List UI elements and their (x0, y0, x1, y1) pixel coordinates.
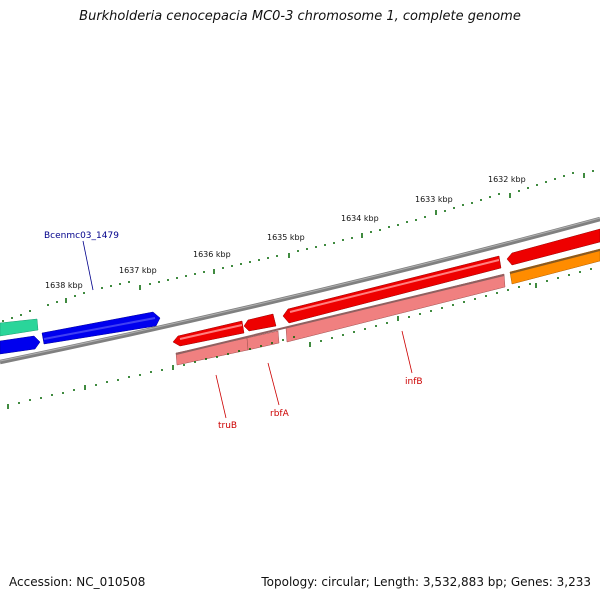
kbp-label-1636: 1636 kbp (193, 250, 231, 259)
gene-bcenmc03-1479[interactable] (41, 311, 161, 345)
kbp-label-1635: 1635 kbp (267, 233, 305, 242)
gene-label-rbfA[interactable]: rbfA (270, 409, 290, 419)
gene-highlight (289, 259, 500, 313)
feature-shadow (175, 274, 505, 355)
accession-text: Accession: NC_010508 (9, 575, 146, 589)
gene-rbfA[interactable] (243, 313, 277, 332)
leader-bcenmc03-1479 (82, 240, 94, 291)
kbp-label-1634: 1634 kbp (341, 214, 379, 223)
kbp-label-1637: 1637 kbp (119, 266, 157, 275)
kbp-label-1638: 1638 kbp (45, 281, 83, 290)
gene-label-bcenmc03-1479[interactable]: Bcenmc03_1479 (44, 231, 119, 241)
gene-highlight (179, 324, 243, 340)
genome-summary-text: Topology: circular; Length: 3,532,883 bp… (261, 575, 591, 589)
leader-truB (215, 374, 227, 419)
gene-label-infB[interactable]: infB (405, 377, 423, 387)
leader-infB (401, 330, 413, 374)
gene-green-forward[interactable] (0, 318, 39, 337)
gene-highlight (43, 317, 156, 340)
feature-rbfA-pink[interactable] (246, 330, 280, 351)
kbp-label-1632: 1632 kbp (488, 175, 526, 184)
leader-rbfA (267, 362, 280, 406)
map-title: Burkholderia cenocepacia MC0-3 chromosom… (79, 9, 521, 24)
gene-label-truB[interactable]: truB (218, 421, 237, 431)
inner-tick-ring (7, 268, 592, 409)
outer-tick-ring (2, 170, 594, 322)
gene-red-right[interactable] (506, 228, 600, 266)
gene-blue-small[interactable] (0, 335, 41, 355)
genome-backbone (0, 216, 600, 365)
feature-shadow (509, 249, 600, 274)
genome-backbone-highlight (0, 217, 600, 362)
kbp-label-1633: 1633 kbp (415, 195, 453, 204)
